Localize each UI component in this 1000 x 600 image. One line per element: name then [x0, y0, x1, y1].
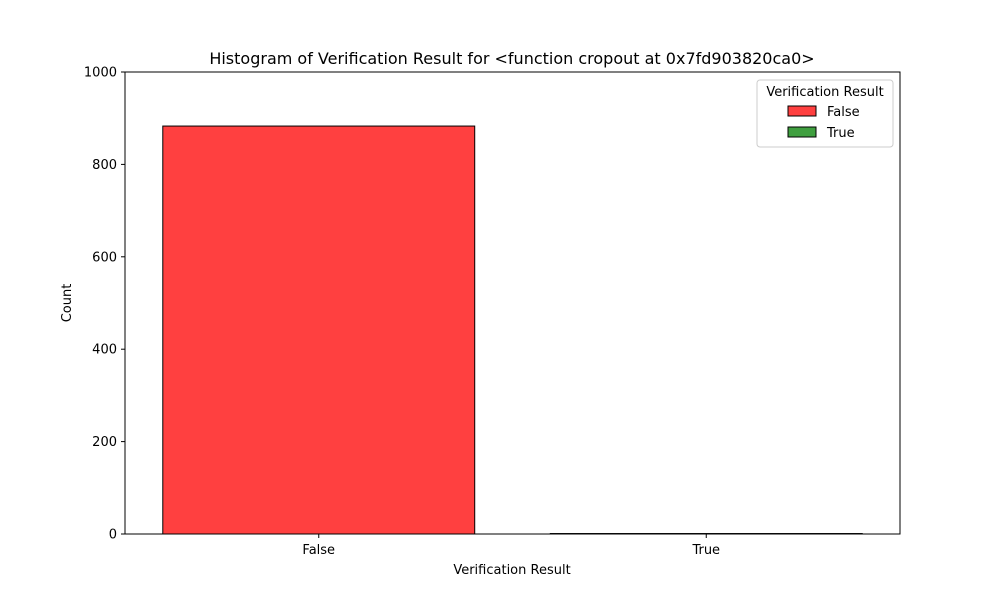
- y-axis-ticks: 0 200 400 600 800 1000: [84, 66, 125, 543]
- legend-swatch-false: [787, 105, 817, 117]
- y-tick-label: 200: [92, 435, 117, 450]
- y-tick-label: 800: [92, 158, 117, 173]
- x-tick-label: False: [302, 543, 335, 558]
- legend-title: Verification Result: [766, 85, 883, 100]
- plot-area-frame: [124, 71, 901, 535]
- legend-label-false: False: [827, 105, 860, 120]
- x-axis-label: Verification Result: [453, 563, 570, 578]
- legend-label-true: True: [826, 126, 855, 141]
- y-tick-label: 400: [92, 343, 117, 358]
- legend: Verification Result False True: [756, 79, 894, 148]
- y-axis-label: Count: [60, 284, 75, 323]
- y-tick-label: 600: [92, 250, 117, 265]
- y-tick-label: 1000: [84, 66, 117, 81]
- chart-title: Histogram of Verification Result for <fu…: [209, 49, 814, 68]
- x-axis-ticks: False True: [302, 534, 720, 558]
- bar-false: [162, 125, 476, 535]
- bars-group: [162, 125, 863, 535]
- y-tick-label: 0: [109, 528, 117, 543]
- x-tick-label: True: [691, 543, 720, 558]
- legend-swatch-true: [787, 126, 817, 138]
